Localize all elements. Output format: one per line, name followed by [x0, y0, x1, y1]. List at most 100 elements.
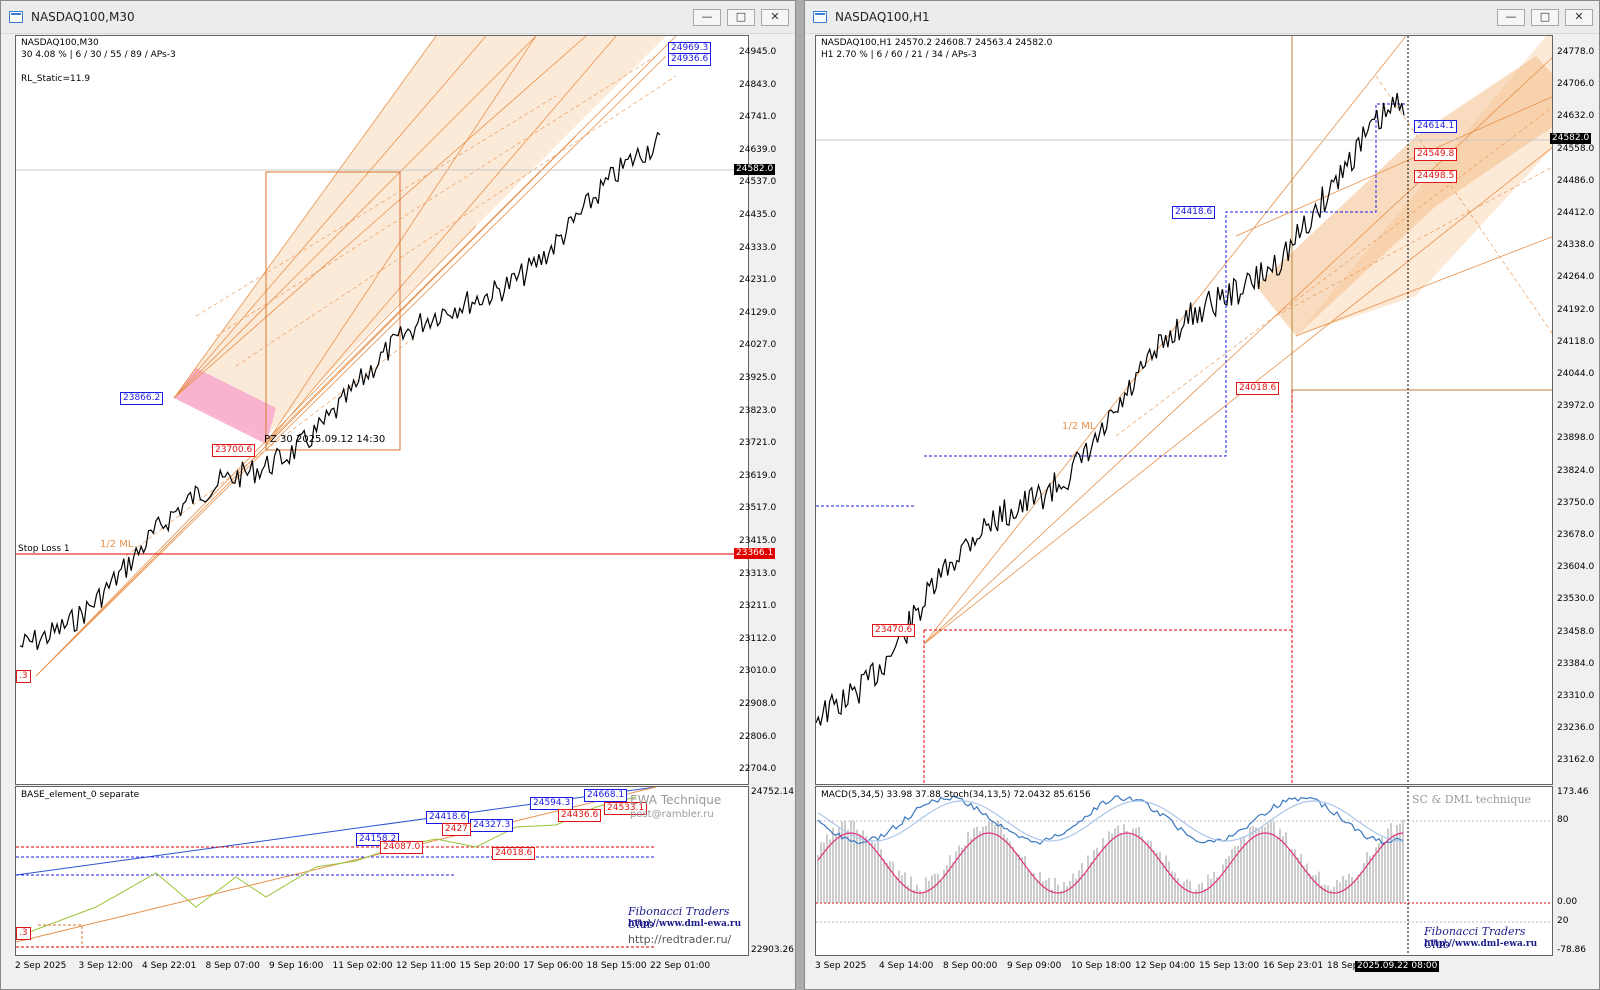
osc-axis-173: 173.46 — [1557, 787, 1589, 797]
right-price-tick: 23530.0 — [1557, 594, 1595, 605]
email-watermark: post@rambler.ru — [630, 809, 714, 820]
fib-club-label: Fibonacci Traders Club — [1424, 925, 1526, 951]
right-time-tick: 15 Sep 13:00 — [1199, 961, 1260, 971]
right-price-tick: 23310.0 — [1557, 691, 1595, 701]
sub-header: BASE_element_0 separate — [21, 790, 140, 800]
minimize-button[interactable]: — — [1497, 9, 1525, 26]
left-price-tick: 24027.0 — [739, 340, 777, 351]
window-title: NASDAQ100,H1 — [835, 10, 930, 24]
title-bar[interactable]: NASDAQ100,M30 — □ ✕ — [1, 1, 795, 34]
chart-drawing — [816, 36, 1552, 784]
right-time-axis[interactable]: 3 Sep 2025 4 Sep 14:00 8 Sep 00:00 9 Sep 09… — [815, 959, 1553, 977]
right-time-tick: 10 Sep 18:00 — [1071, 961, 1132, 971]
left-price-tick: 24231.0 — [739, 275, 777, 286]
right-price-tick: 23604.0 — [1557, 562, 1595, 573]
left-price-tick: 22908.0 — [739, 699, 777, 709]
sub-axis-top: 24752.14 — [751, 787, 794, 797]
right-price-tick: 24412.0 — [1557, 208, 1595, 218]
sc-dml-watermark: SC & DML technique — [1412, 793, 1532, 806]
left-price-tick: 24639.0 — [739, 144, 777, 155]
left-price-tick: 22704.0 — [739, 764, 777, 775]
price-box-23700: 23700.6 — [212, 444, 256, 457]
sub-box-24087: 24087.0 — [380, 841, 424, 854]
rl-static-label: RL_Static=11.9 — [21, 74, 91, 84]
left-price-tick: 23823.0 — [739, 405, 777, 416]
window-nasdaq-m30[interactable]: NASDAQ100,M30 — □ ✕ — [0, 0, 796, 990]
osc-axis-0: 0.00 — [1557, 897, 1578, 907]
maximize-button[interactable]: □ — [1531, 9, 1559, 26]
redtrader-url[interactable]: http://redtrader.ru/ — [628, 933, 732, 946]
price-box-23866: 23866.2 — [120, 392, 164, 405]
chart-window-icon — [813, 11, 827, 23]
price-box-24418: 24418.6 — [1172, 206, 1216, 219]
window-title: NASDAQ100,M30 — [31, 10, 135, 24]
right-price-tick: 23236.0 — [1557, 723, 1595, 734]
sub-box-24436: 24436.6 — [558, 809, 602, 822]
base-element-subwindow[interactable]: BASE_element_0 separate 24668.1 24594.3 … — [15, 786, 749, 956]
price-box-24498: 24498.5 — [1414, 170, 1458, 183]
right-time-tick: 8 Sep 00:00 — [943, 961, 998, 971]
window-nasdaq-h1[interactable]: NASDAQ100,H1 — □ ✕ — [804, 0, 1600, 990]
left-price-tick: 23313.0 — [739, 568, 777, 579]
price-box-24614: 24614.1 — [1414, 120, 1458, 133]
close-button[interactable]: ✕ — [761, 9, 789, 26]
current-price-tag: 24582.0 — [734, 164, 776, 175]
chart-header-symbol: NASDAQ100,M30 — [21, 38, 99, 48]
fib-club-url[interactable]: http://www.dml-ewa.ru — [1424, 939, 1538, 949]
left-time-tick: 3 Sep 12:00 — [78, 961, 133, 971]
right-time-tick: 16 Sep 23:01 — [1263, 961, 1324, 971]
sub-box-24668: 24668.1 — [584, 789, 628, 802]
half-ml-label: 1/2 ML — [100, 539, 134, 550]
left-price-tick: 23010.0 — [739, 666, 777, 677]
left-time-tick: 11 Sep 02:00 — [332, 961, 393, 971]
ewa-watermark: EWA Technique — [630, 793, 722, 807]
price-box-24018: 24018.6 — [1236, 382, 1280, 395]
price-box-24936: 24936.6 — [668, 53, 712, 66]
left-price-tick: 22806.0 — [739, 731, 777, 742]
fib-club-url[interactable]: http://www.dml-ewa.ru — [628, 919, 742, 929]
right-price-tick: 23898.0 — [1557, 433, 1595, 444]
left-price-tick: 24333.0 — [739, 242, 777, 253]
osc-axis-80: 80 — [1557, 815, 1569, 825]
sub-axis-bottom: 22903.26 — [751, 945, 794, 955]
left-price-tick: 23925.0 — [739, 373, 777, 383]
oscillator-drawing — [816, 787, 1552, 955]
left-time-tick: 22 Sep 01:00 — [650, 961, 711, 971]
sub-box-2427: 2427 — [442, 823, 471, 836]
left-price-tick: 24843.0 — [739, 79, 777, 90]
right-price-tick: 24706.0 — [1557, 79, 1595, 90]
right-price-tick: 23162.0 — [1557, 755, 1595, 766]
price-box-24549: 24549.8 — [1414, 148, 1458, 161]
minimize-button[interactable]: — — [693, 9, 721, 26]
left-time-tick: 17 Sep 06:00 — [523, 961, 584, 971]
left-time-tick: 12 Sep 11:00 — [396, 961, 457, 971]
right-price-tick: 24338.0 — [1557, 240, 1595, 251]
macd-stoch-subwindow[interactable]: MACD(5,34,5) 33.98 37.88 Stoch(34,13,5) … — [815, 786, 1553, 956]
subwindow-drawing — [16, 787, 657, 948]
close-button[interactable]: ✕ — [1565, 9, 1593, 26]
left-price-tick: 24741.0 — [739, 112, 777, 123]
left-time-tick: 4 Sep 22:01 — [142, 961, 197, 971]
right-price-tick: 24632.0 — [1557, 111, 1595, 122]
title-bar[interactable]: NASDAQ100,H1 — □ ✕ — [805, 1, 1599, 34]
right-price-tick: 24118.0 — [1557, 336, 1595, 347]
left-price-axis-labels: 24945.0 24843.0 24741.0 24639.0 24537.0 24435… — [737, 35, 793, 785]
chart-window-icon — [9, 11, 23, 23]
right-time-tick: 3 Sep 2025 — [815, 961, 867, 971]
right-price-tick: 24264.0 — [1557, 272, 1595, 283]
maximize-button[interactable]: □ — [727, 9, 755, 26]
main-price-chart[interactable]: NASDAQ100,M30 30 4.08 % | 6 / 30 / 55 / … — [15, 35, 749, 785]
left-price-tick: 23517.0 — [739, 503, 777, 514]
right-price-tick: 24486.0 — [1557, 175, 1595, 186]
stop-price-tag: 23366.1 — [734, 548, 776, 559]
left-time-axis[interactable]: 2 Sep 2025 3 Sep 12:00 4 Sep 22:01 8 Sep 07… — [15, 959, 749, 977]
osc-axis-neg: -78.86 — [1557, 945, 1587, 955]
left-time-tick: 18 Sep 15:00 — [586, 961, 647, 971]
osc-axis-20: 20 — [1557, 916, 1569, 926]
left-price-tick: 23211.0 — [739, 601, 777, 612]
right-price-tick: 23824.0 — [1557, 465, 1595, 476]
main-price-chart[interactable]: NASDAQ100,H1 24570.2 24608.7 24563.4 245… — [815, 35, 1553, 785]
time-cursor-tag: 2025.09.22 08:00 — [1355, 961, 1440, 972]
left-price-tick: 23619.0 — [739, 470, 777, 481]
right-price-tick: 23458.0 — [1557, 626, 1595, 637]
